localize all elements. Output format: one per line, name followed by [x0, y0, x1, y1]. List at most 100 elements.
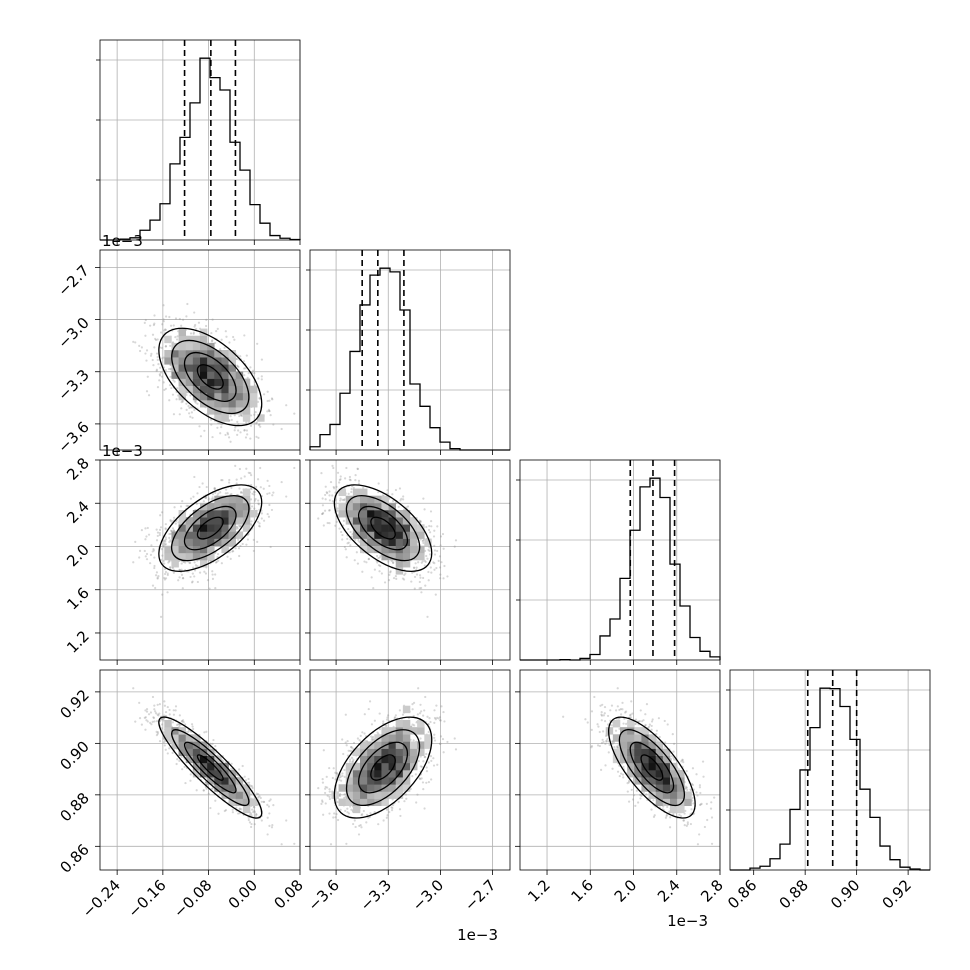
density-cell — [352, 777, 361, 785]
sample-point — [250, 822, 253, 826]
sample-point — [227, 436, 231, 439]
contour-level-2 — [345, 729, 421, 807]
density-cell — [207, 755, 215, 764]
sample-point — [399, 814, 402, 818]
sample-point — [378, 712, 381, 715]
sample-point — [382, 722, 385, 725]
sample-point — [629, 716, 632, 719]
density-cell — [388, 510, 397, 518]
sample-point — [652, 815, 656, 818]
sample-point — [177, 723, 180, 726]
sample-point — [618, 717, 621, 720]
sample-point — [421, 781, 425, 784]
sample-point — [168, 532, 171, 536]
sample-point — [323, 509, 327, 512]
sample-point — [349, 749, 352, 752]
sample-point — [257, 502, 260, 505]
density-cell — [374, 770, 382, 778]
density-cell — [352, 502, 361, 511]
sample-point — [163, 388, 166, 392]
sample-point — [220, 479, 223, 482]
sample-point — [338, 776, 341, 779]
sample-point — [214, 341, 217, 345]
sample-point — [247, 781, 251, 784]
sample-point — [249, 522, 253, 526]
density-cell — [648, 734, 657, 742]
diag-xticks-2 — [546, 660, 721, 665]
sample-point — [217, 812, 220, 815]
sample-point — [158, 374, 162, 377]
sample-point — [605, 740, 608, 743]
sample-point — [402, 495, 405, 498]
sample-point — [140, 346, 143, 349]
sample-point — [664, 816, 668, 819]
sample-point — [415, 573, 419, 576]
density-cell — [214, 755, 222, 764]
density-cell — [207, 350, 215, 358]
contour-level-0 — [370, 516, 396, 540]
density-cell — [192, 741, 201, 749]
sample-point — [238, 487, 241, 490]
scatter-axes-3-2 — [519, 669, 721, 871]
sample-point — [246, 538, 250, 541]
sample-point — [432, 561, 435, 564]
sample-point — [317, 517, 320, 520]
density-cell — [242, 495, 251, 504]
sample-point — [391, 806, 394, 810]
sample-point — [361, 813, 364, 816]
sample-point — [262, 800, 266, 804]
sample-point — [249, 366, 252, 369]
sample-point — [418, 580, 421, 584]
sample-point — [332, 816, 335, 819]
density-cell — [620, 741, 628, 749]
density-cell — [395, 734, 404, 742]
density-cell — [185, 517, 194, 525]
sample-point — [256, 478, 260, 481]
sample-point — [338, 778, 341, 781]
sample-point — [153, 708, 156, 711]
sample-point — [268, 410, 271, 413]
sample-point — [418, 712, 422, 715]
sample-point — [151, 584, 155, 587]
density-cell — [214, 531, 222, 539]
sample-point — [424, 584, 427, 587]
density-cell — [670, 777, 678, 785]
sample-point — [673, 758, 676, 761]
density-cell — [648, 741, 657, 749]
sample-point — [184, 781, 187, 785]
density-cell — [207, 392, 215, 401]
panel-content — [100, 670, 300, 870]
density-cell — [221, 510, 229, 518]
sample-point — [172, 324, 175, 327]
sample-point — [354, 538, 357, 541]
sample-point — [640, 720, 644, 723]
sample-point — [619, 707, 622, 711]
sample-point — [247, 372, 250, 375]
sample-point — [350, 490, 353, 494]
sample-point — [436, 763, 439, 766]
sample-point — [255, 435, 258, 438]
sample-point — [167, 367, 171, 371]
sample-point — [394, 575, 397, 578]
sample-point — [151, 720, 154, 723]
sample-point — [427, 730, 430, 734]
density-cell — [634, 770, 642, 778]
x-tick-label: 0.00 — [225, 876, 261, 912]
sample-point — [254, 497, 257, 501]
sample-point — [249, 812, 253, 815]
sample-point — [350, 756, 354, 760]
scatter-panel-2-1 — [309, 459, 511, 661]
sample-point — [251, 808, 254, 811]
sample-point — [422, 714, 425, 717]
sample-point — [621, 701, 624, 704]
sample-point — [144, 555, 147, 558]
density-cell — [360, 495, 368, 504]
sample-point — [599, 704, 602, 707]
sample-point — [230, 493, 233, 496]
density-cell — [207, 364, 215, 372]
sample-point — [713, 796, 716, 799]
sample-point — [343, 775, 346, 778]
sample-point — [415, 566, 418, 569]
sample-point — [400, 497, 403, 500]
